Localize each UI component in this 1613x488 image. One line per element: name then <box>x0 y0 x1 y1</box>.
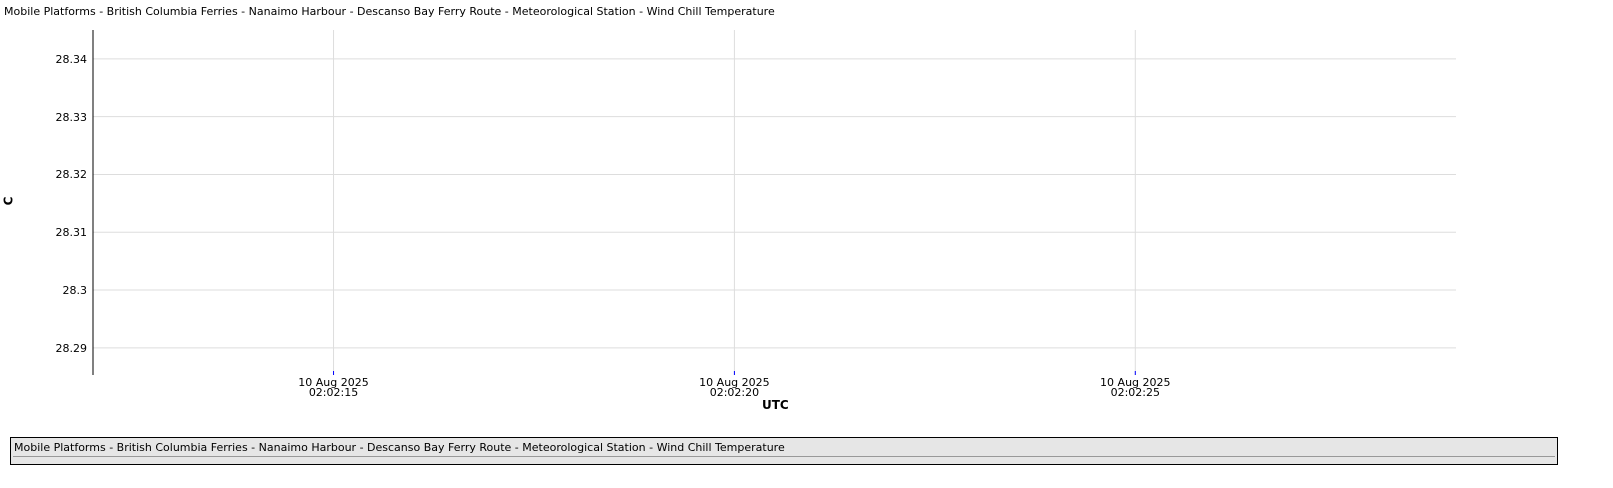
legend-divider <box>13 456 1555 457</box>
legend-entry[interactable]: Mobile Platforms - British Columbia Ferr… <box>14 441 785 454</box>
y-axis-label: C <box>1 196 16 206</box>
y-tick-label: 28.32 <box>55 168 88 182</box>
chart-title: Mobile Platforms - British Columbia Ferr… <box>4 5 775 18</box>
y-tick-label: 28.29 <box>55 341 88 355</box>
y-tick-label: 28.31 <box>55 226 88 240</box>
x-tick-label: 10 Aug 2025 02:02:25 <box>1100 376 1171 399</box>
y-tick-label: 28.34 <box>55 52 88 66</box>
x-axis-label: UTC <box>762 398 789 412</box>
y-tick-label: 28.3 <box>62 284 88 298</box>
legend: Mobile Platforms - British Columbia Ferr… <box>10 437 1558 465</box>
x-tick-label: 10 Aug 2025 02:02:15 <box>298 376 369 399</box>
y-tick-label: 28.33 <box>55 110 88 124</box>
x-tick-label: 10 Aug 2025 02:02:20 <box>699 376 770 399</box>
